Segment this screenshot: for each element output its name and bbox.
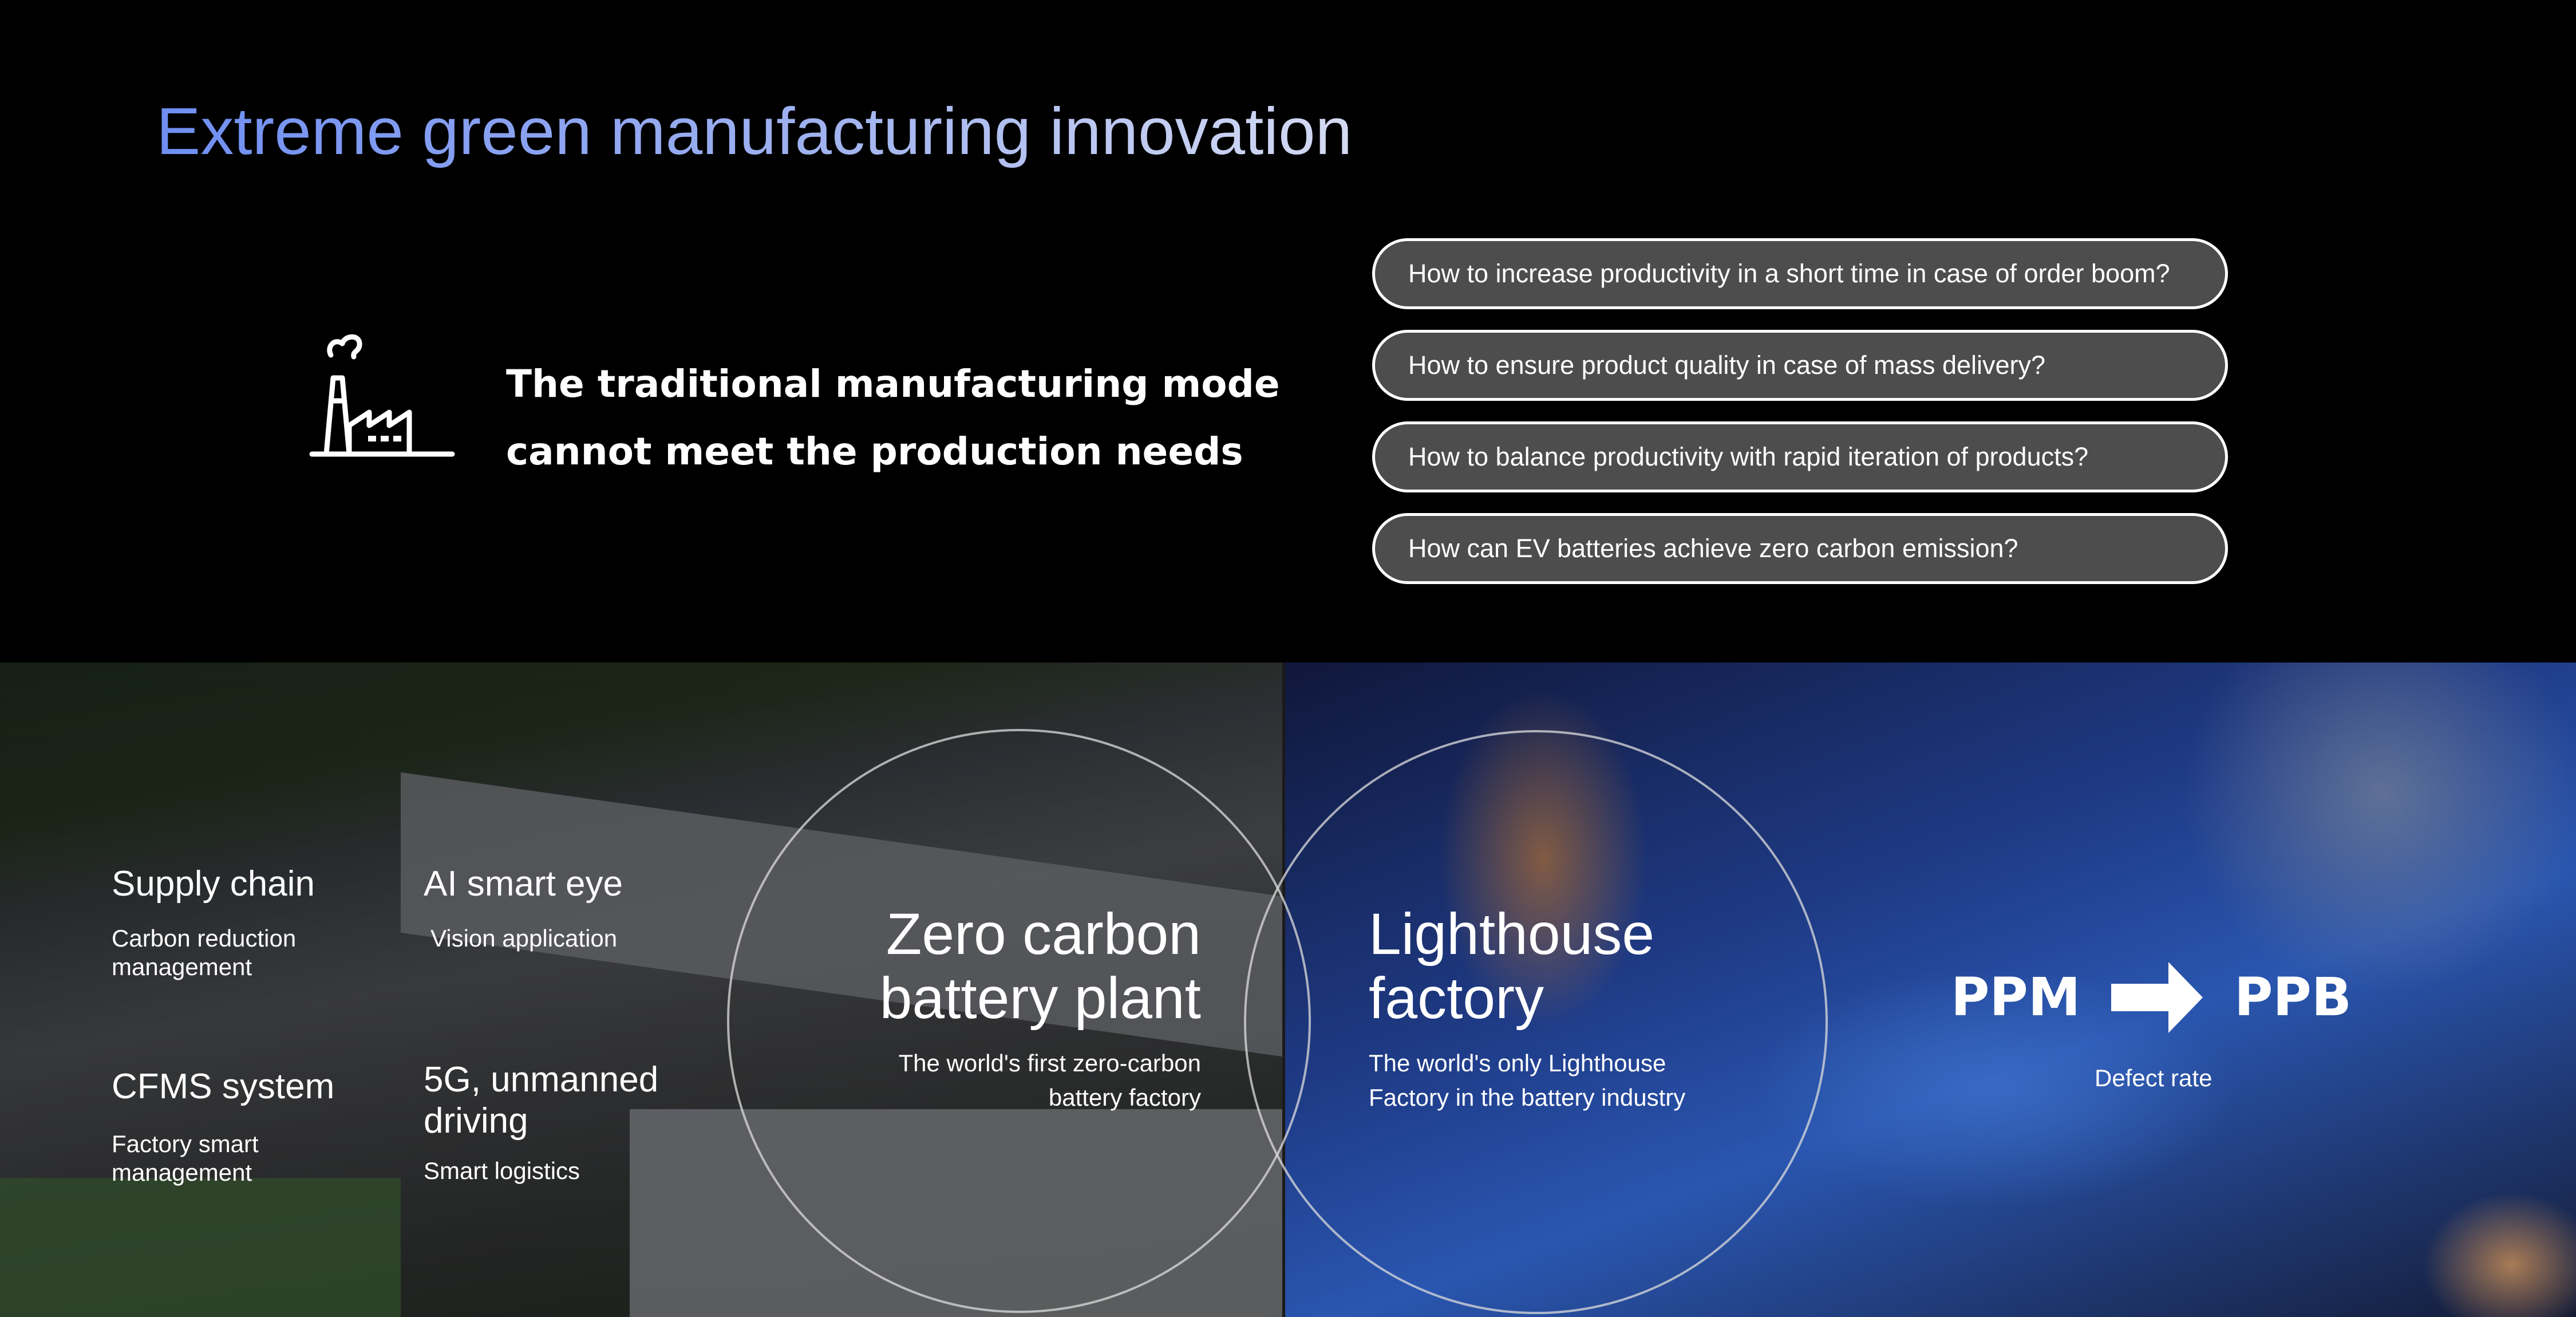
title-line: Lighthouse [1369, 901, 1655, 967]
lighthouse-circle [1244, 730, 1828, 1314]
page-title: Extreme green manufacturing innovation [156, 92, 1352, 171]
zero-carbon-title: Zero carbon battery plant [880, 902, 1201, 1030]
question-pill: How to balance productivity with rapid i… [1372, 421, 2228, 492]
desc-line: Factory in the battery industry [1369, 1084, 1686, 1111]
feature-title: Supply chain [112, 864, 315, 904]
feature-title-line: driving [424, 1101, 528, 1141]
problem-statement: The traditional manufacturing mode canno… [506, 350, 1280, 486]
feature-desc: Factory smart management [112, 1130, 259, 1187]
question-text: How to balance productivity with rapid i… [1408, 442, 2089, 471]
feature-desc: Smart logistics [424, 1157, 580, 1184]
feature-desc-line: Factory smart [112, 1130, 259, 1157]
title-line: Zero carbon [886, 901, 1201, 967]
feature-desc: Vision application [430, 925, 618, 952]
question-pill: How can EV batteries achieve zero carbon… [1372, 513, 2228, 584]
title-line: battery plant [879, 965, 1201, 1031]
feature-desc-line: management [112, 1159, 252, 1186]
feature-desc-line: management [112, 953, 252, 980]
zero-carbon-desc: The world's first zero-carbon battery fac… [898, 1046, 1201, 1115]
feature-title-line: 5G, unmanned [424, 1060, 659, 1099]
desc-line: The world's only Lighthouse [1369, 1050, 1666, 1077]
defect-label: Defect rate [2095, 1064, 2212, 1091]
feature-title: CFMS system [112, 1067, 335, 1106]
problem-line-2: cannot meet the production needs [506, 429, 1243, 474]
arrow-right-icon [2111, 962, 2203, 1033]
question-pill: How to increase productivity in a short … [1372, 238, 2228, 309]
question-pill: How to ensure product quality in case of… [1372, 330, 2228, 401]
lighthouse-desc: The world's only Lighthouse Factory in th… [1369, 1046, 1685, 1115]
title-line: factory [1369, 965, 1544, 1031]
lighthouse-title: Lighthouse factory [1369, 902, 1654, 1030]
feature-title: AI smart eye [424, 864, 623, 904]
defect-from: PPM [1951, 967, 2081, 1028]
question-text: How can EV batteries achieve zero carbon… [1408, 534, 2018, 563]
question-text: How to ensure product quality in case of… [1408, 350, 2046, 380]
feature-desc: Carbon reduction management [112, 924, 296, 981]
defect-to: PPB [2234, 967, 2352, 1028]
feature-desc-line: Carbon reduction [112, 925, 297, 952]
desc-line: battery factory [1048, 1084, 1201, 1111]
feature-title: 5G, unmanned driving [424, 1059, 658, 1142]
problem-line-1: The traditional manufacturing mode [506, 362, 1280, 406]
desc-line: The world's first zero-carbon [898, 1050, 1201, 1077]
question-text: How to increase productivity in a short … [1408, 259, 2170, 288]
factory-icon [309, 334, 455, 457]
